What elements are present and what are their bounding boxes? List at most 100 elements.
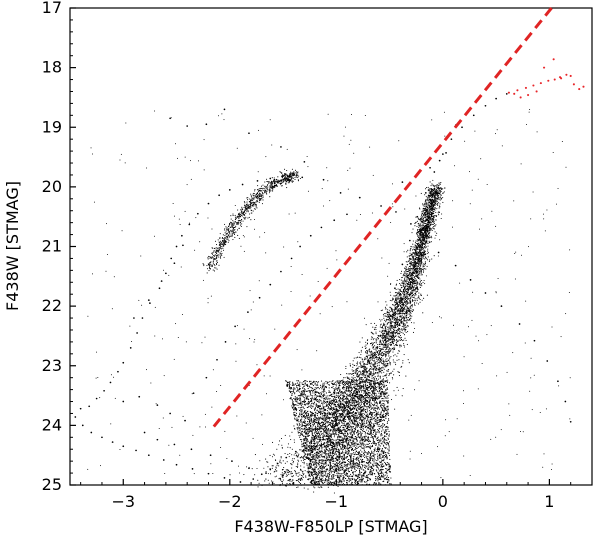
main-sequence-point: [286, 461, 288, 463]
main-sequence-point: [416, 273, 418, 275]
main-sequence-point: [412, 296, 414, 299]
main-sequence-point: [416, 290, 419, 292]
main-sequence-point: [385, 319, 387, 321]
main-sequence-point: [419, 274, 421, 276]
main-sequence-point: [384, 330, 386, 332]
main-sequence-point: [380, 359, 382, 361]
main-sequence-point: [340, 379, 343, 382]
main-sequence-point: [266, 461, 268, 463]
main-sequence-point: [439, 196, 441, 198]
main-sequence-point: [419, 226, 421, 228]
main-sequence-point: [385, 393, 387, 395]
main-sequence-point: [381, 379, 383, 381]
main-sequence-point: [427, 248, 429, 250]
main-sequence-point: [371, 336, 373, 338]
main-sequence-point: [375, 351, 377, 353]
main-sequence-point: [405, 277, 407, 279]
main-sequence-point: [403, 277, 406, 279]
main-sequence-point: [432, 184, 434, 186]
main-sequence-point: [432, 218, 434, 220]
main-sequence-point: [381, 325, 383, 327]
main-sequence-point: [386, 332, 388, 334]
main-sequence-point: [312, 457, 314, 459]
main-sequence-point: [397, 339, 399, 341]
main-sequence-point: [394, 302, 396, 304]
main-sequence-point: [386, 344, 388, 346]
main-sequence-point: [410, 296, 412, 298]
main-sequence-point: [418, 268, 420, 270]
main-sequence-point: [419, 208, 421, 210]
main-sequence-point: [440, 186, 442, 189]
main-sequence-point: [423, 225, 425, 228]
main-sequence-point: [432, 196, 434, 198]
main-sequence-point: [395, 364, 397, 366]
main-sequence-point: [427, 256, 429, 258]
main-sequence-point: [430, 214, 432, 216]
main-sequence-point: [296, 452, 298, 454]
main-sequence-point: [426, 231, 428, 233]
main-sequence-point: [298, 423, 300, 425]
main-sequence-point: [379, 390, 381, 393]
main-sequence-point: [375, 392, 377, 395]
main-sequence-point: [402, 305, 404, 307]
main-sequence-point: [416, 234, 418, 236]
main-sequence-point: [394, 314, 396, 316]
main-sequence-point: [336, 399, 338, 401]
main-sequence-point: [315, 447, 317, 449]
main-sequence-point: [401, 314, 403, 316]
main-sequence-point: [401, 331, 403, 334]
main-sequence-point: [422, 312, 424, 314]
main-sequence-point: [435, 188, 437, 190]
main-sequence-point: [342, 460, 344, 462]
main-sequence-point: [373, 383, 375, 385]
main-sequence-point: [370, 354, 372, 357]
main-sequence-point: [410, 297, 412, 299]
main-sequence-point: [405, 304, 407, 306]
main-sequence-point: [425, 206, 427, 208]
main-sequence-point: [331, 409, 334, 411]
main-sequence-point: [361, 400, 363, 402]
main-sequence-point: [428, 233, 430, 235]
main-sequence-point: [377, 353, 379, 355]
main-sequence-point: [356, 390, 358, 392]
main-sequence-point: [430, 201, 432, 203]
main-sequence-point: [365, 347, 367, 349]
main-sequence-point: [319, 456, 321, 458]
main-sequence-point: [386, 348, 388, 350]
main-sequence-point: [279, 483, 281, 486]
main-sequence-point: [412, 268, 414, 270]
main-sequence-point: [419, 263, 421, 265]
main-sequence-point: [397, 304, 399, 306]
main-sequence-point: [383, 344, 385, 346]
main-sequence-point: [407, 325, 409, 327]
main-sequence-point: [376, 361, 378, 363]
main-sequence-point: [438, 211, 440, 214]
main-sequence-point: [439, 183, 441, 185]
main-sequence-point: [371, 337, 374, 339]
main-sequence-point: [291, 431, 293, 433]
main-sequence-point: [326, 431, 328, 433]
main-sequence-point: [243, 474, 245, 476]
main-sequence-point: [373, 342, 375, 344]
main-sequence-point: [386, 341, 388, 343]
main-sequence-point: [424, 258, 426, 260]
main-sequence-point: [429, 259, 431, 261]
main-sequence-point: [397, 288, 399, 290]
main-sequence-point: [284, 470, 286, 473]
main-sequence-point: [411, 267, 413, 269]
main-sequence-point: [375, 432, 377, 434]
main-sequence-point: [310, 462, 312, 464]
main-sequence-point: [367, 390, 369, 392]
main-sequence-point: [367, 379, 369, 382]
main-sequence-point: [343, 479, 345, 481]
main-sequence-point: [356, 374, 358, 376]
main-sequence-point: [428, 209, 430, 211]
main-sequence-point: [400, 312, 402, 315]
main-sequence-point: [319, 429, 321, 431]
main-sequence-point: [333, 436, 335, 438]
main-sequence-point: [365, 358, 367, 360]
main-sequence-point: [404, 293, 406, 296]
main-sequence-point: [352, 366, 354, 368]
main-sequence-point: [421, 242, 423, 244]
main-sequence-point: [297, 454, 299, 456]
